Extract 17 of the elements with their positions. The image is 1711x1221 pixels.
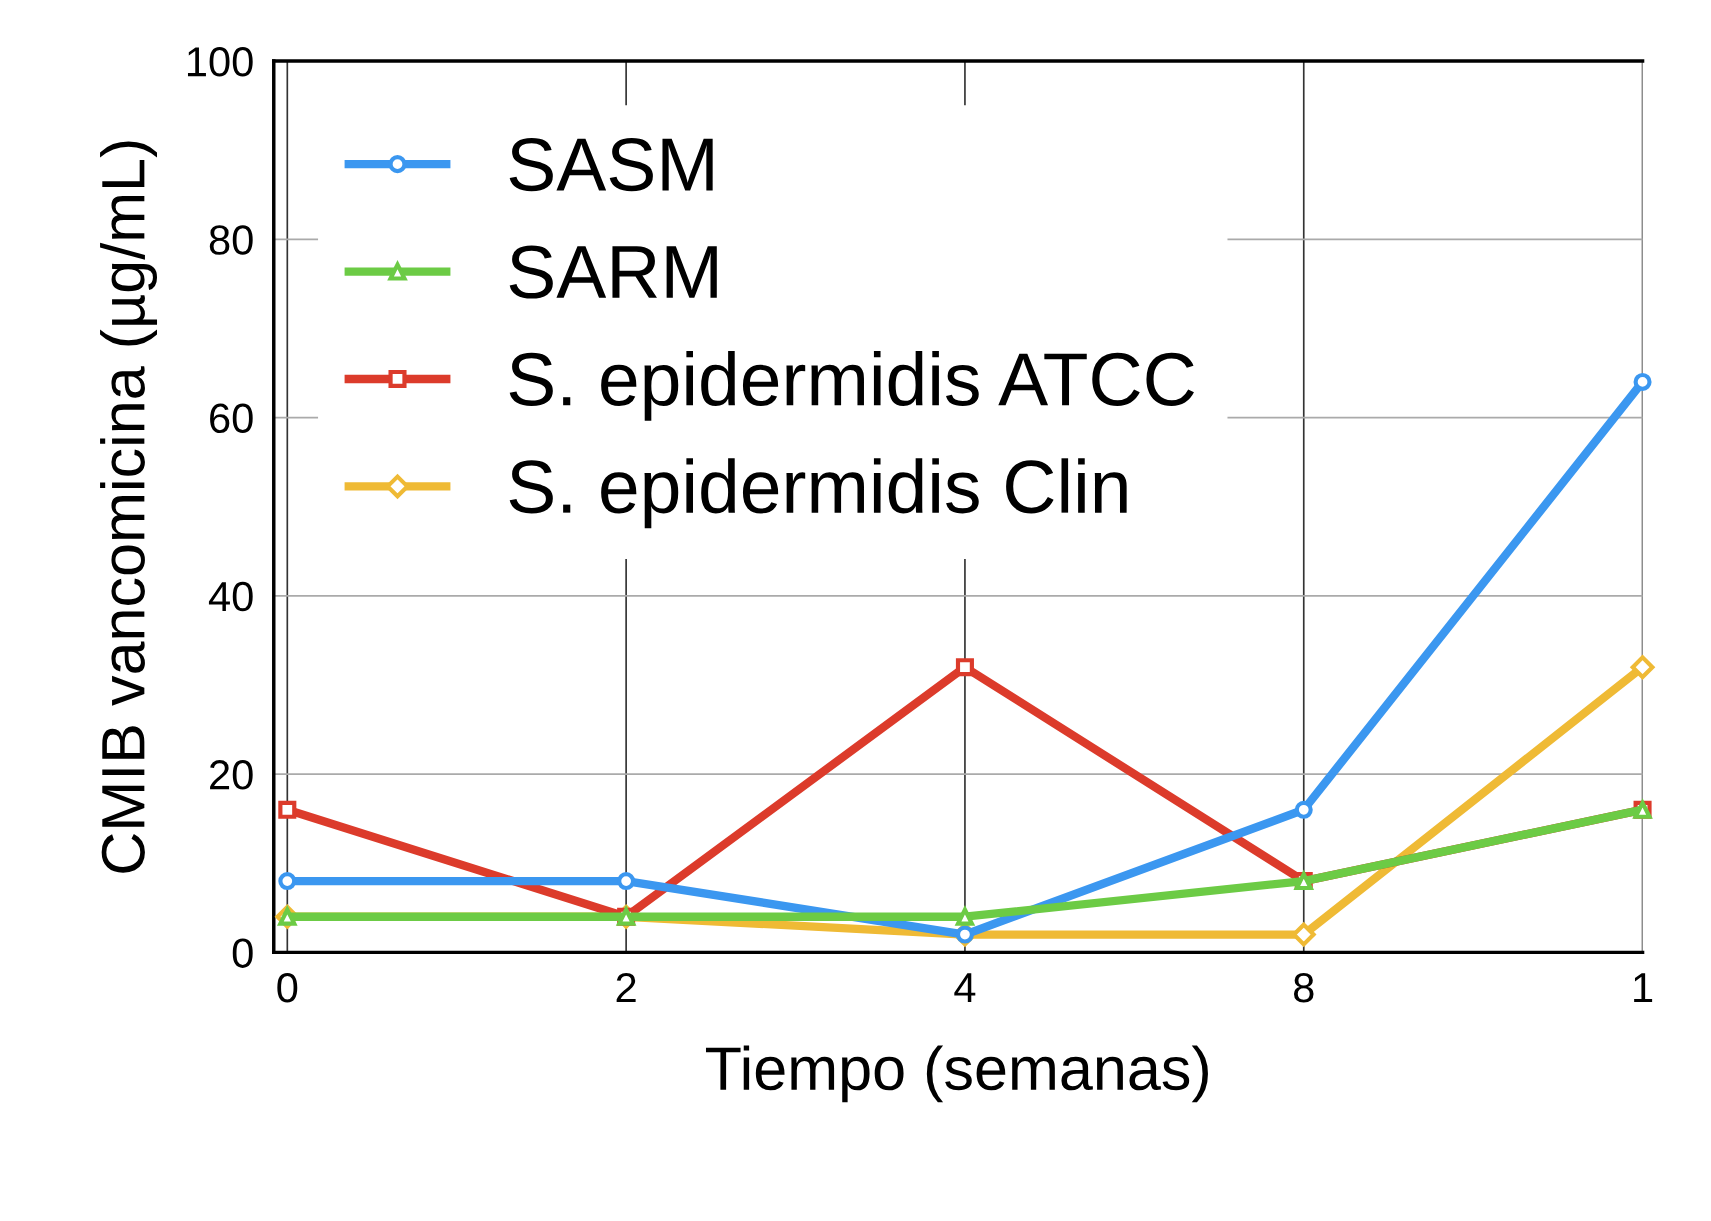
x-tick-label: 8 (1293, 972, 1314, 1003)
y-tick-label: 0 (232, 938, 253, 968)
x-axis-title: Tiempo (semanas) (705, 1045, 1208, 1103)
y-axis-title: CMIB vancomicina (µg/mL) (100, 141, 158, 873)
legend-label: S. epidermidis ATCC (509, 350, 1194, 421)
y-tick-label: 40 (208, 581, 253, 612)
x-tick-label: 0 (277, 972, 298, 1003)
legend-label: SARM (509, 245, 717, 299)
y-tick-label: 60 (210, 403, 253, 434)
x-tick-label: 2 (616, 972, 636, 1003)
legend-label: SASM (509, 138, 713, 192)
x-tick-label: 4 (954, 973, 976, 1003)
y-tick-label: 80 (209, 225, 253, 255)
y-tick-label: 100 (187, 47, 253, 77)
x-tick-label: 1 (1634, 973, 1653, 1003)
y-tick-label: 20 (210, 760, 253, 790)
legend-label: S. epidermidis Clin (509, 458, 1127, 529)
